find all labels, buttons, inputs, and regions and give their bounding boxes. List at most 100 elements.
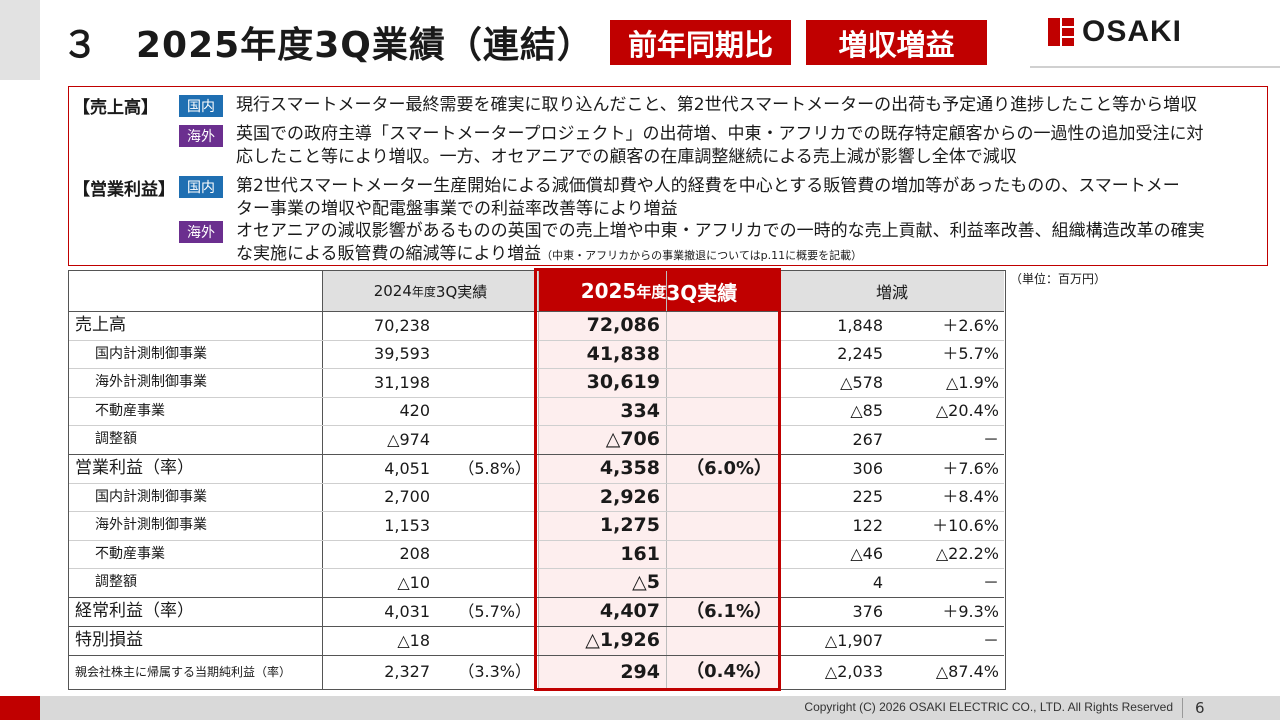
cell-v25: 334: [620, 400, 660, 422]
col-2025-q: 3Q実績: [666, 280, 738, 305]
op-heading: 【営業利益】: [73, 180, 175, 200]
row-divider: [69, 511, 1004, 512]
cell-v24: 2,327: [384, 662, 430, 681]
sales-overseas-text-2: 応したこと等により増収。一方、オセアニアでの顧客の在庫調整継続による売上減が影響…: [236, 147, 1017, 167]
cell-v24: 420: [399, 401, 430, 420]
col-2024-year: 2024: [373, 282, 412, 300]
op-overseas-text-2: な実施による販管費の縮減等により増益（中東・アフリカからの事業撤退についてはp.…: [236, 243, 862, 267]
row-divider: [69, 397, 1004, 398]
unit-label: （単位：百万円）: [1010, 272, 1107, 286]
cell-v24: △18: [397, 631, 430, 650]
current-year-highlight: [538, 311, 780, 691]
op-domestic-text-2: ター事業の増収や配電盤事業での利益率改善等により増益: [236, 199, 678, 219]
sales-heading: 【売上高】: [73, 98, 158, 118]
cell-dp: －: [982, 573, 999, 592]
cell-dp: △1.9%: [946, 373, 999, 392]
row-label: 不動産事業: [95, 546, 165, 562]
osaki-logo-mark-icon: [1048, 18, 1076, 46]
tag-overseas-op: 海外: [179, 221, 223, 243]
row-label: 売上高: [75, 315, 126, 335]
cell-v24: 4,051: [384, 459, 430, 478]
cell-v24: 208: [399, 544, 430, 563]
cell-dv: △578: [840, 373, 883, 392]
cell-v25: 2,926: [599, 486, 660, 508]
cell-dv: 225: [852, 487, 883, 506]
row-label: 国内計測制御事業: [95, 489, 207, 505]
row-label: 海外計測制御事業: [95, 517, 207, 533]
row-divider: [69, 368, 1004, 369]
op-overseas-main: な実施による販管費の縮減等により増益: [236, 244, 542, 264]
row-divider: [69, 311, 1004, 312]
row-label: 親会社株主に帰属する当期純利益（率）: [75, 665, 292, 679]
cell-dp: △20.4%: [935, 401, 999, 420]
cell-dp: －: [982, 631, 999, 650]
row-label: 国内計測制御事業: [95, 346, 207, 362]
cell-dp: ＋8.4%: [942, 487, 999, 506]
op-overseas-text-1: オセアニアの減収影響があるものの英国での売上増や中東・アフリカでの一時的な売上貢…: [236, 221, 1205, 241]
cell-dv: 2,245: [837, 344, 883, 363]
cell-r24: （3.3%）: [458, 662, 531, 681]
cell-r24: （5.7%）: [458, 602, 531, 621]
row-divider: [69, 568, 1004, 569]
cell-dv: 376: [852, 602, 883, 621]
col-divider-2025-inner: [666, 271, 667, 689]
cell-v25: △5: [632, 571, 660, 593]
cell-v25: 30,619: [586, 371, 660, 393]
tag-domestic-op: 国内: [179, 176, 223, 198]
page-number-divider: [1182, 698, 1183, 718]
cell-v25: 41,838: [586, 343, 660, 365]
row-divider: [69, 626, 1004, 627]
page-number: 6: [1195, 699, 1205, 717]
cell-v25: △706: [605, 428, 660, 450]
cell-dv: 122: [852, 516, 883, 535]
yoy-badge: 前年同期比: [610, 20, 791, 65]
cell-dp: △87.4%: [935, 662, 999, 681]
cell-v24: △974: [387, 430, 430, 449]
cell-v24: 1,153: [384, 516, 430, 535]
summary-box: 【売上高】 国内 現行スマートメーター最終需要を確実に取り込んだこと、第2世代ス…: [68, 86, 1268, 266]
cell-v24: 2,700: [384, 487, 430, 506]
cell-dv: 306: [852, 459, 883, 478]
copyright: Copyright (C) 2026 OSAKI ELECTRIC CO., L…: [804, 700, 1173, 714]
cell-dv: △46: [850, 544, 883, 563]
cell-v24: 31,198: [374, 373, 430, 392]
footer-accent: [0, 696, 40, 720]
cell-v25: △1,926: [585, 629, 660, 651]
osaki-logo: OSAKI: [1048, 15, 1182, 48]
row-divider: [69, 597, 1004, 598]
tag-overseas-sales: 海外: [179, 125, 223, 147]
cell-v25: 72,086: [586, 314, 660, 336]
col-2024-nendo: 年度: [411, 284, 436, 299]
sales-overseas-text-1: 英国での政府主導「スマートメータープロジェクト」の出荷増、中東・アフリカでの既存…: [236, 124, 1204, 144]
cell-v25: 294: [620, 661, 660, 683]
cell-r25: （0.4%）: [686, 661, 772, 682]
cell-v24: 39,593: [374, 344, 430, 363]
cell-dp: ＋10.6%: [932, 516, 999, 535]
row-label: 海外計測制御事業: [95, 374, 207, 390]
row-label: 調整額: [95, 431, 137, 447]
cell-v24: 4,031: [384, 602, 430, 621]
col-divider-label: [322, 271, 323, 689]
footer-bar: [0, 696, 1280, 720]
col-2025-year: 2025: [580, 279, 637, 303]
results-table: 2024 年度 3Q実績 2025 年度 3Q実績 増減 売上高 70,238 72,086…: [68, 270, 1006, 691]
row-label: 不動産事業: [95, 403, 165, 419]
row-label: 特別損益: [75, 630, 143, 650]
row-label: 営業利益（率）: [75, 458, 194, 478]
cell-v24: △10: [397, 573, 430, 592]
cell-dp: △22.2%: [935, 544, 999, 563]
row-divider: [69, 655, 1004, 656]
cell-dv: 1,848: [837, 316, 883, 335]
cell-dp: ＋5.7%: [942, 344, 999, 363]
cell-v24: 70,238: [374, 316, 430, 335]
col-divider-2024: [538, 271, 539, 689]
row-divider: [69, 454, 1004, 455]
cell-r24: （5.8%）: [458, 459, 531, 478]
row-divider: [69, 540, 1004, 541]
cell-v25: 161: [620, 543, 660, 565]
cell-dv: △2,033: [824, 662, 883, 681]
cell-dp: ＋7.6%: [942, 459, 999, 478]
cell-dv: 4: [872, 573, 883, 592]
cell-dp: ＋9.3%: [942, 602, 999, 621]
col-header-diff: 増減: [875, 283, 908, 302]
